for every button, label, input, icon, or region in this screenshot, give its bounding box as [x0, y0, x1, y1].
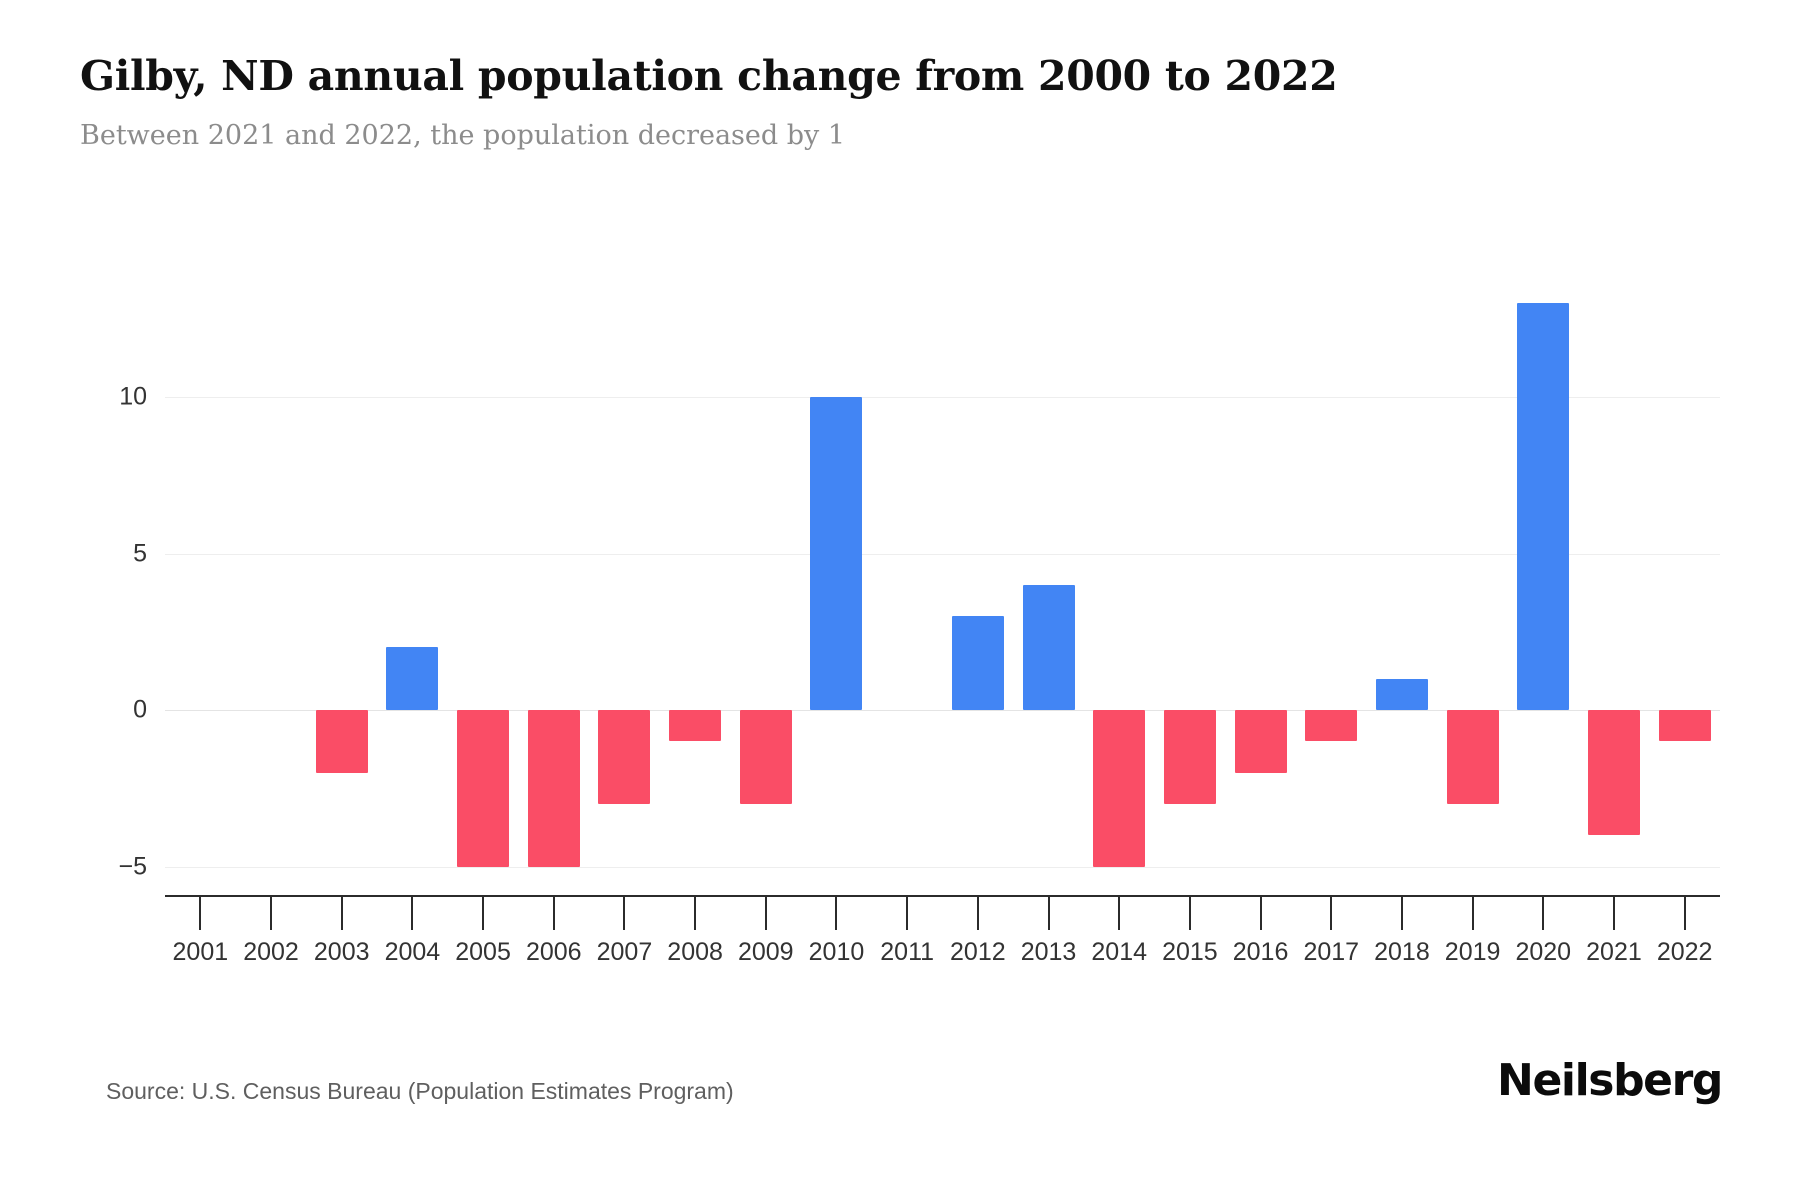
x-axis-tick-mark	[694, 897, 697, 930]
bar-2020[interactable]	[1517, 303, 1570, 710]
x-axis-tick-mark	[623, 897, 626, 930]
y-axis-label: 10	[119, 382, 147, 411]
x-axis-label-2006: 2006	[525, 938, 582, 966]
y-axis-label: −5	[118, 852, 147, 880]
bar-2018[interactable]	[1375, 678, 1428, 710]
bar-2006[interactable]	[527, 710, 580, 867]
x-axis-tick-mark	[411, 897, 414, 930]
x-axis-tick-mark	[1471, 897, 1474, 930]
gridline	[165, 866, 1720, 868]
x-axis-label-2009: 2009	[737, 938, 794, 966]
x-axis-tick-mark	[1047, 897, 1050, 930]
x-axis-label-2017: 2017	[1303, 938, 1360, 966]
bar-2022[interactable]	[1658, 710, 1711, 742]
x-axis-tick-mark	[482, 897, 485, 930]
x-axis-label-2010: 2010	[808, 938, 865, 966]
x-axis-label-2004: 2004	[384, 938, 441, 966]
y-axis-label: 0	[133, 695, 147, 724]
neilsberg-logo: Neilsberg	[1497, 1055, 1723, 1106]
plot-area: 10 5 0 −5	[118, 240, 1720, 895]
x-axis-label-2002: 2002	[243, 938, 299, 966]
x-axis-tick-mark	[1542, 897, 1545, 930]
x-axis-label-2016: 2016	[1232, 938, 1289, 966]
bar-2019[interactable]	[1446, 710, 1499, 804]
x-axis-tick-mark	[552, 897, 555, 930]
page-title: Gilby, ND annual population change from …	[80, 52, 1338, 100]
bar-2016[interactable]	[1234, 710, 1287, 773]
bar-2010[interactable]	[810, 397, 863, 710]
x-axis-tick-mark	[1118, 897, 1121, 930]
bar-2005[interactable]	[457, 710, 510, 867]
x-axis-tick-mark	[340, 897, 343, 930]
x-axis-tick-mark	[270, 897, 273, 930]
x-axis-tick-mark	[1683, 897, 1686, 930]
x-axis-label-2015: 2015	[1162, 938, 1218, 966]
x-axis-label-2021: 2021	[1586, 938, 1642, 966]
bar-series	[165, 240, 1720, 895]
x-axis-tick-mark	[1400, 897, 1403, 930]
y-axis-label: 5	[133, 539, 147, 567]
bar-2021[interactable]	[1587, 710, 1640, 836]
x-axis-label-2011: 2011	[880, 938, 935, 966]
bar-2014[interactable]	[1093, 710, 1146, 867]
x-axis-tick-mark	[1259, 897, 1262, 930]
gridline	[165, 553, 1720, 555]
x-axis-label-2005: 2005	[455, 938, 511, 966]
x-axis-label-2003: 2003	[313, 938, 370, 966]
bar-2004[interactable]	[386, 647, 439, 710]
x-axis-tick-mark	[199, 897, 202, 930]
bar-2007[interactable]	[598, 710, 651, 804]
x-axis-tick-mark	[1188, 897, 1191, 930]
x-axis-label-2012: 2012	[950, 938, 1006, 966]
x-axis-label-2019: 2019	[1444, 938, 1501, 966]
bar-2003[interactable]	[315, 710, 368, 773]
x-axis-label-2001: 2001	[172, 938, 229, 966]
x-axis-label-2013: 2013	[1020, 938, 1077, 966]
x-axis-tick-mark	[835, 897, 838, 930]
x-axis-label-2022: 2022	[1656, 938, 1713, 966]
x-axis-label-2014: 2014	[1091, 938, 1148, 966]
x-axis-label-2007: 2007	[596, 938, 653, 966]
x-axis-tick-mark	[1612, 897, 1615, 930]
x-axis-label-2018: 2018	[1374, 938, 1430, 966]
bar-2008[interactable]	[669, 710, 722, 742]
page-subtitle: Between 2021 and 2022, the population de…	[80, 120, 846, 151]
x-axis-tick-mark	[764, 897, 767, 930]
bar-2017[interactable]	[1305, 710, 1358, 742]
bar-2009[interactable]	[739, 710, 792, 804]
bar-2015[interactable]	[1163, 710, 1216, 804]
x-axis-tick-mark	[906, 897, 909, 930]
x-axis-line	[165, 895, 1720, 897]
x-axis-label-2020: 2020	[1515, 938, 1572, 966]
source-note: Source: U.S. Census Bureau (Population E…	[106, 1078, 734, 1104]
x-axis-tick-mark	[1330, 897, 1333, 930]
gridline	[165, 710, 1720, 711]
x-axis-label-2008: 2008	[667, 938, 723, 966]
bar-2012[interactable]	[951, 616, 1004, 710]
gridline	[165, 397, 1720, 398]
bar-2013[interactable]	[1022, 584, 1075, 710]
x-axis-tick-mark	[976, 897, 979, 930]
